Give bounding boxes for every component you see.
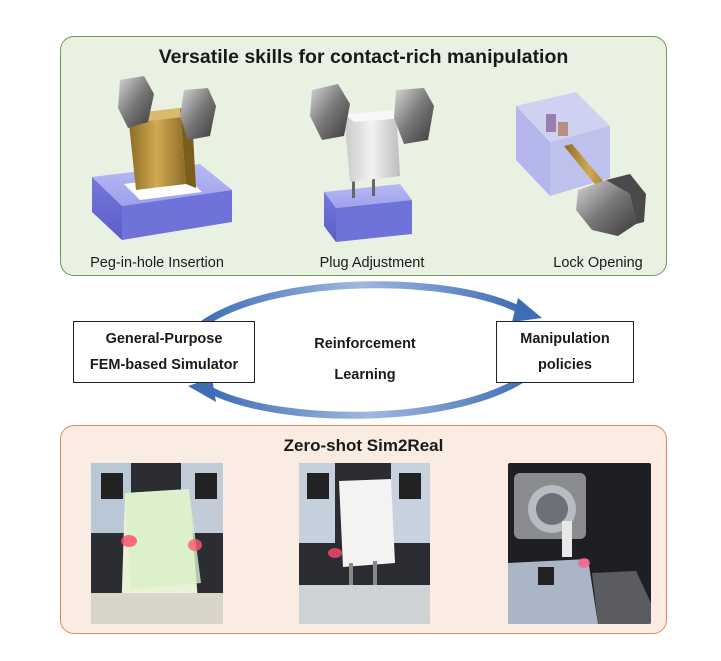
cycle-arrows bbox=[180, 280, 550, 420]
task-caption-lock: Lock Opening bbox=[553, 255, 643, 271]
policies-line2: policies bbox=[538, 357, 592, 373]
peg-in-hole-illustration bbox=[82, 72, 242, 247]
plug-adjustment-illustration bbox=[300, 76, 440, 251]
skills-panel-title: Versatile skills for contact-rich manipu… bbox=[158, 46, 569, 68]
simulator-line2: FEM-based Simulator bbox=[89, 357, 239, 373]
task-caption-peg: Peg-in-hole Insertion bbox=[90, 255, 224, 271]
plug-adjustment-photo bbox=[299, 463, 430, 624]
rl-line1: Reinforcement bbox=[314, 336, 416, 352]
simulator-box: General-Purpose FEM-based Simulator bbox=[73, 321, 255, 383]
lock-opening-photo bbox=[508, 463, 651, 624]
rl-line2: Learning bbox=[334, 367, 396, 383]
policies-box: Manipulation policies bbox=[496, 321, 634, 383]
rl-label: Reinforcement Learning bbox=[290, 329, 440, 391]
sim2real-panel-title: Zero-shot Sim2Real bbox=[283, 436, 444, 455]
policies-line1: Manipulation bbox=[520, 331, 610, 347]
simulator-line1: General-Purpose bbox=[105, 331, 223, 347]
lock-opening-illustration bbox=[506, 86, 656, 251]
task-caption-plug: Plug Adjustment bbox=[319, 255, 425, 271]
peg-insertion-photo bbox=[91, 463, 223, 624]
